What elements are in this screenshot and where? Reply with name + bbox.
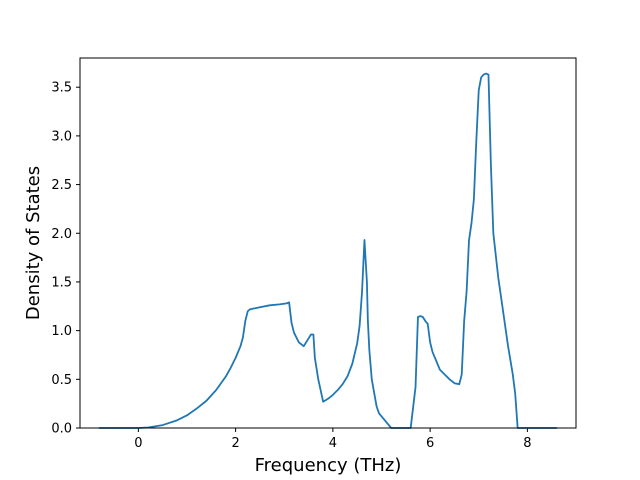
y-tick-label: 3.0 — [51, 129, 72, 144]
y-axis-label: Density of States — [23, 166, 44, 320]
plot-area-frame — [79, 57, 577, 429]
y-tick-label: 1.5 — [51, 275, 72, 290]
series-layer — [98, 72, 558, 429]
x-tick-label: 6 — [426, 436, 434, 451]
y-tick-label: 3.5 — [51, 81, 72, 96]
y-tick-label: 0.0 — [51, 422, 72, 437]
x-axis-label: Frequency (THz) — [255, 455, 402, 476]
y-tick-label: 1.0 — [51, 324, 72, 339]
y-tick-label: 0.5 — [51, 373, 72, 388]
x-tick-label: 2 — [231, 436, 239, 451]
x-tick-label: 8 — [523, 436, 531, 451]
y-tick-label: 2.0 — [51, 227, 72, 242]
y-tick-label: 2.5 — [51, 178, 72, 193]
x-tick-label: 4 — [329, 436, 337, 451]
y-axis-ticks: 0.0 0.5 1.0 1.5 2.0 2.5 3.0 3.5 — [51, 81, 80, 437]
dos-series-line — [98, 72, 558, 429]
x-tick-label: 0 — [134, 436, 142, 451]
